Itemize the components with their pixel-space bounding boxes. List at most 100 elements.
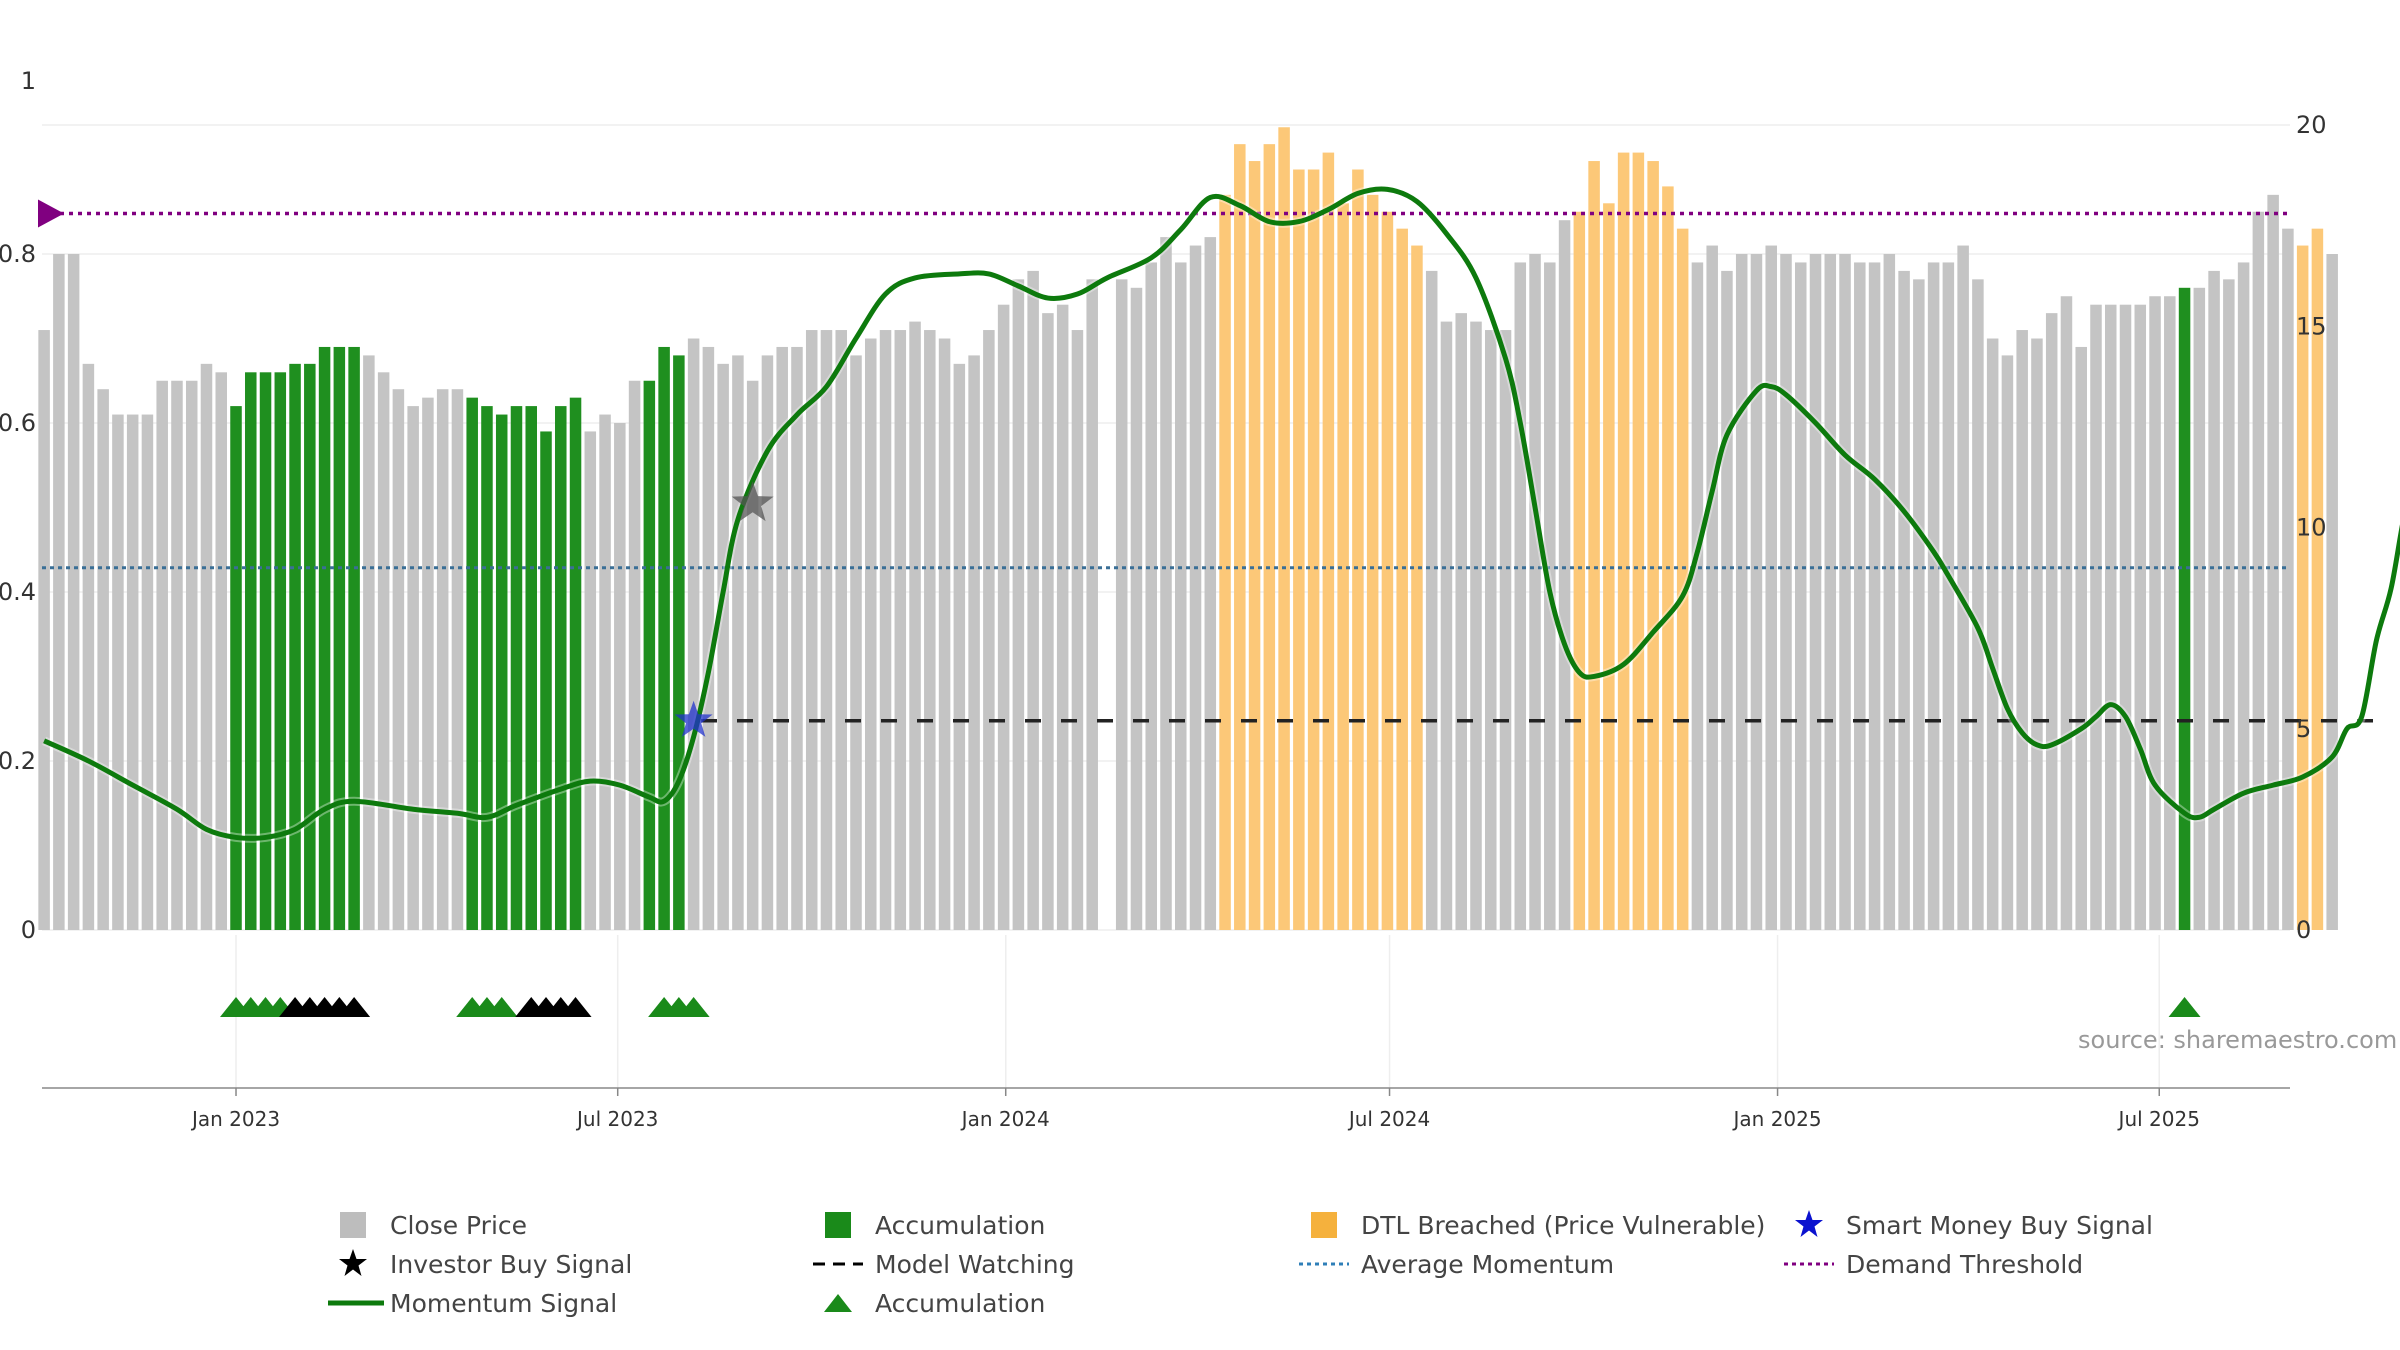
legend-label: Investor Buy Signal: [390, 1249, 633, 1279]
investor-buy-star: [731, 481, 774, 522]
accumulation-bar: [304, 363, 316, 931]
momentum-chart: Jan 2023 Jul 2023 Jan 2024 Jul 2024 Jan 2025…: [0, 67, 2400, 1131]
close-price-bar: [1854, 262, 1866, 930]
accumulation-bar: [289, 363, 301, 931]
right-tick-label: 5: [2296, 715, 2311, 743]
close-price-bar: [67, 254, 80, 930]
close-price-bar: [1470, 321, 1482, 931]
close-price-bar: [2104, 304, 2117, 930]
accumulation-bar: [569, 397, 582, 930]
dtl-breached-bar: [1263, 144, 1276, 930]
close-price-bar: [1056, 304, 1069, 930]
close-price-bar: [112, 414, 124, 930]
close-price-bar: [1780, 254, 1792, 930]
close-price-bar: [1765, 245, 1777, 931]
close-price-bar: [1145, 262, 1157, 930]
close-price-bar: [584, 431, 597, 930]
accumulation-bar: [333, 346, 346, 930]
close-price-bar: [599, 414, 611, 930]
accumulation-bar: [2178, 287, 2191, 930]
legend-item-accumulation-marker: Accumulation: [813, 1288, 1045, 1318]
accumulation-bar: [525, 406, 538, 931]
close-price-bar: [1558, 220, 1571, 930]
close-price-bar: [215, 372, 228, 930]
close-price-bar: [392, 389, 405, 930]
black-triangle-marker: [559, 997, 592, 1017]
demand-threshold-marker: [38, 199, 64, 228]
close-price-bar: [1735, 254, 1748, 930]
legend-swatch-dtl: [1299, 1210, 1355, 1240]
left-tick-label: 0.8: [0, 240, 36, 268]
accumulation-bar: [466, 397, 478, 930]
close-price-bar: [1160, 237, 1172, 931]
investor-star-icon: [328, 1249, 384, 1279]
legend-label: Accumulation: [875, 1210, 1046, 1240]
dtl-breached-bar: [1662, 186, 1674, 930]
close-price-bar: [1499, 330, 1512, 930]
close-price-bar: [2267, 194, 2279, 931]
legend-label: Average Momentum: [1361, 1249, 1615, 1279]
close-price-bar: [953, 363, 966, 931]
close-price-bar: [1130, 287, 1143, 930]
legend-item-accumulation-bar: Accumulation: [813, 1210, 1045, 1240]
left-tick-label: 0.2: [0, 747, 36, 775]
dtl-breached-bar: [1588, 161, 1600, 931]
dtl-breached-bar: [1322, 152, 1335, 931]
close-price-bar: [1721, 270, 1733, 930]
accumulation-bar: [555, 406, 567, 931]
dtl-breached-bar: [1352, 169, 1364, 930]
close-price-bar: [2001, 355, 2014, 930]
accumulation-bar: [643, 380, 656, 930]
reference-lines: [38, 199, 2377, 723]
close-price-bar: [171, 380, 183, 930]
dtl-breached-bar: [1676, 228, 1689, 930]
dtl-breached-bar: [1219, 194, 1231, 931]
source-note: source: sharemaestro.com: [2078, 1026, 2398, 1054]
dtl-breached-bar: [1248, 161, 1261, 931]
close-price-bar: [1012, 279, 1025, 931]
dtl-breached-bar: [1603, 203, 1615, 931]
close-price-bar: [141, 414, 154, 930]
legend-item-demand-threshold: Demand Threshold: [1784, 1249, 2083, 1279]
right-tick-label: 15: [2296, 312, 2327, 340]
dtl-breached-bar: [1632, 152, 1645, 931]
close-price-bar: [126, 414, 139, 930]
right-tick-label: 10: [2296, 514, 2327, 542]
x-tick-label: Jul 2024: [1347, 1107, 1430, 1131]
legend-item-momentum-signal: Momentum Signal: [328, 1288, 617, 1318]
close-price-bar: [53, 254, 65, 930]
close-price-bar: [1514, 262, 1527, 930]
legend-swatch-accumulation: [813, 1210, 869, 1240]
close-price-bar: [38, 330, 50, 930]
close-price-bar: [451, 389, 464, 930]
triangle-up-icon: [813, 1288, 869, 1318]
accumulation-bar: [673, 355, 685, 930]
x-tick-label: Jul 2023: [575, 1107, 658, 1131]
accumulation-bar: [259, 372, 272, 930]
close-price-bar: [2149, 296, 2161, 930]
close-price-bar: [1027, 270, 1039, 930]
dtl-breached-bar: [1293, 169, 1305, 930]
left-tick-label: 0: [21, 916, 36, 944]
accumulation-triangle: [2168, 997, 2201, 1017]
close-price-bar: [1175, 262, 1187, 930]
close-price-bar: [1957, 245, 1969, 931]
accumulation-bar: [245, 372, 257, 930]
left-axis-top-label: 1: [21, 67, 36, 95]
close-price-bar: [156, 380, 168, 930]
close-price-bar: [436, 389, 449, 930]
close-price-bar: [2208, 270, 2220, 930]
dtl-breached-bar: [1337, 203, 1349, 931]
close-price-bar: [1455, 313, 1467, 930]
left-tick-label: 0.4: [0, 578, 36, 606]
close-price-bar: [1042, 313, 1054, 930]
close-price-bar: [407, 406, 419, 931]
close-price-bar: [717, 363, 729, 931]
close-price-bar: [2237, 262, 2250, 930]
signal-markers: [220, 481, 2201, 1017]
legend-swatch-solid-green: [328, 1288, 384, 1318]
close-price-bar: [1189, 245, 1202, 931]
close-price-bar: [1986, 338, 1999, 930]
close-price-bar: [1485, 330, 1497, 930]
close-price-bar: [983, 330, 995, 930]
